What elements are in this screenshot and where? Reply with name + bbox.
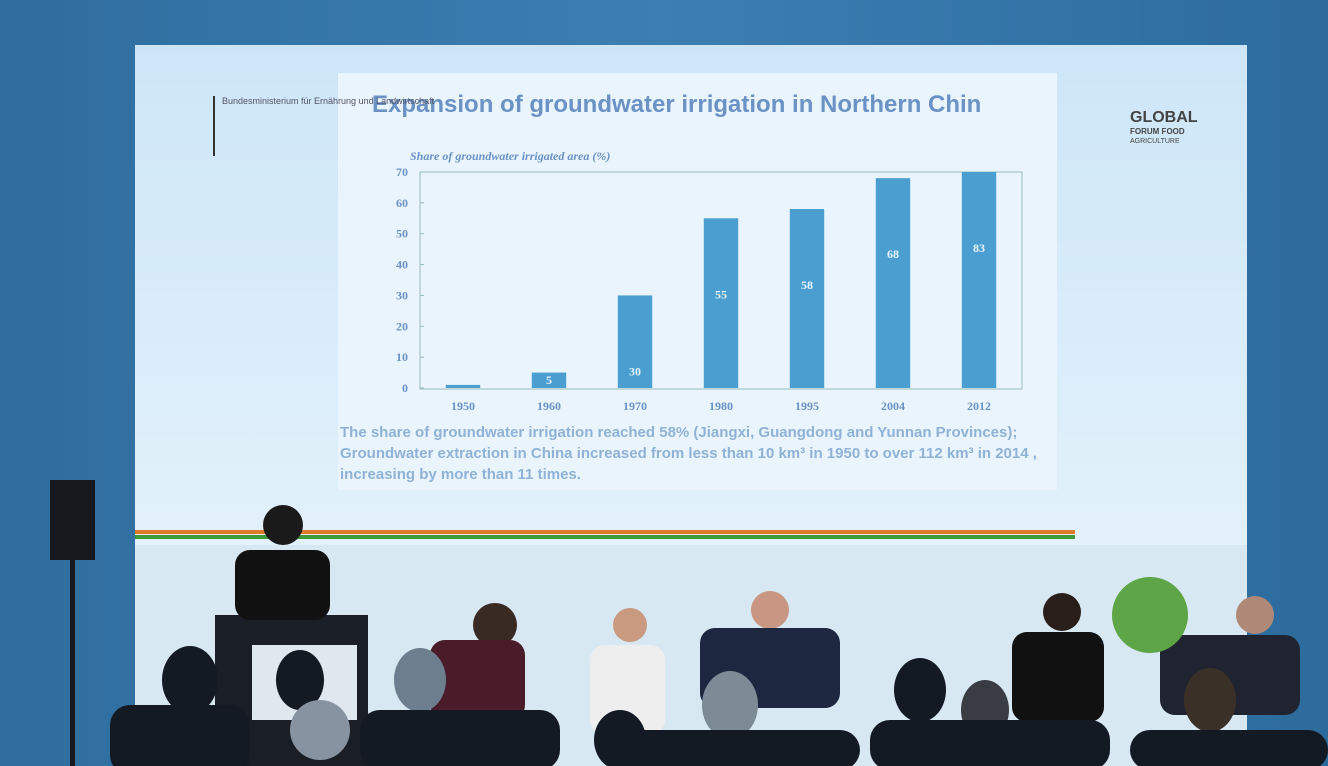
person: [1236, 596, 1274, 634]
x-tick-label: 2004: [881, 399, 905, 413]
person: [751, 591, 789, 629]
bar: [876, 178, 910, 388]
x-tick-label: 2012: [967, 399, 991, 413]
person: [613, 608, 647, 642]
y-tick-label: 60: [396, 196, 408, 210]
y-tick-label: 10: [396, 350, 408, 364]
value-label: 58: [801, 278, 813, 292]
y-tick-label: 70: [396, 165, 408, 179]
value-label: 5: [546, 373, 552, 387]
forum-logo: GLOBAL: [1130, 109, 1198, 126]
person: [263, 505, 303, 545]
y-tick-label: 0: [402, 381, 408, 395]
bar: [704, 218, 738, 388]
y-tick-label: 40: [396, 258, 408, 272]
value-label: 30: [629, 364, 641, 378]
x-tick-label: 1980: [709, 399, 733, 413]
plant: [1112, 577, 1188, 653]
x-tick-label: 1995: [795, 399, 819, 413]
logo-bar: [213, 96, 215, 156]
speaker-box: [50, 480, 95, 560]
y-label: Share of groundwater irrigated area (%): [410, 149, 610, 163]
value-label: 55: [715, 287, 727, 301]
forum-logo: FORUM FOOD: [1130, 127, 1185, 136]
ministry-logo: Bundesministerium für Ernährung und Land…: [222, 96, 435, 106]
value-label: 83: [973, 241, 985, 255]
speaker-stand: [70, 560, 75, 766]
slide-title: Expansion of groundwater irrigation in N…: [372, 91, 981, 118]
value-label: 68: [887, 247, 899, 261]
person: [1012, 632, 1104, 722]
photo: Expansion of groundwater irrigation in N…: [0, 0, 1328, 766]
caption-box: The share of groundwater irrigation reac…: [340, 422, 1055, 490]
y-tick-label: 50: [396, 227, 408, 241]
person: [1043, 593, 1081, 631]
x-tick-label: 1970: [623, 399, 647, 413]
y-tick-label: 20: [396, 319, 408, 333]
value-label: 1: [460, 373, 466, 387]
x-tick-label: 1960: [537, 399, 561, 413]
y-tick-label: 30: [396, 288, 408, 302]
forum-logo: AGRICULTURE: [1130, 138, 1180, 145]
x-tick-label: 1950: [451, 399, 475, 413]
bar: [790, 209, 824, 388]
page: Expansion of groundwater irrigation in N…: [0, 0, 1328, 766]
caption: The share of groundwater irrigation reac…: [340, 422, 1055, 485]
person: [235, 550, 330, 620]
